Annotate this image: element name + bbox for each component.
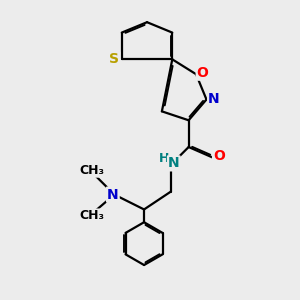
Text: CH₃: CH₃	[80, 209, 104, 223]
Text: O: O	[197, 66, 208, 80]
Text: N: N	[208, 92, 220, 106]
Text: S: S	[109, 52, 119, 66]
Text: N: N	[107, 188, 119, 202]
Text: CH₃: CH₃	[80, 164, 104, 177]
Text: H: H	[159, 152, 169, 165]
Text: N: N	[168, 156, 180, 170]
Text: O: O	[213, 149, 225, 163]
